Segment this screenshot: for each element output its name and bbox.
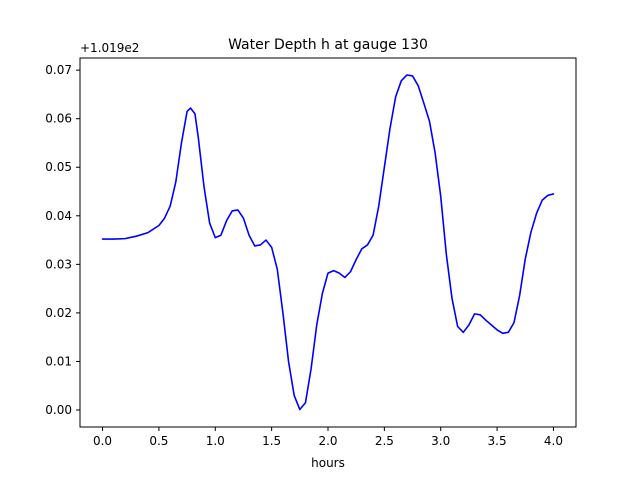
x-tick-label: 1.5	[262, 434, 281, 448]
x-tick-label: 0.5	[149, 434, 168, 448]
plot-area: 0.0 0.5 1.0 1.5 2.0 2.5 3.0 3.5 4.0 0.00 0.01 0.02 0…	[45, 57, 577, 448]
x-tick-label: 3.0	[431, 434, 450, 448]
y-tick-label: 0.05	[45, 160, 72, 174]
y-axis-offset-text: +1.019e2	[80, 41, 139, 55]
x-tick-label: 1.0	[206, 434, 225, 448]
y-tick-label: 0.04	[45, 209, 72, 223]
x-tick-label: 3.5	[488, 434, 507, 448]
x-tick-label: 2.0	[318, 434, 337, 448]
chart-title: Water Depth h at gauge 130	[228, 37, 428, 53]
x-tick-label: 2.5	[375, 434, 394, 448]
y-tick-label: 0.00	[45, 403, 72, 417]
y-tick-label: 0.02	[45, 306, 72, 320]
y-tick-label: 0.07	[45, 63, 72, 77]
y-tick-label: 0.03	[45, 257, 72, 271]
x-tick-label: 0.0	[93, 434, 112, 448]
x-axis-label: hours	[311, 456, 345, 470]
y-tick-label: 0.01	[45, 354, 72, 368]
series-line-0	[101, 74, 555, 411]
x-tick-label: 4.0	[544, 434, 563, 448]
y-tick-label: 0.06	[45, 112, 72, 126]
